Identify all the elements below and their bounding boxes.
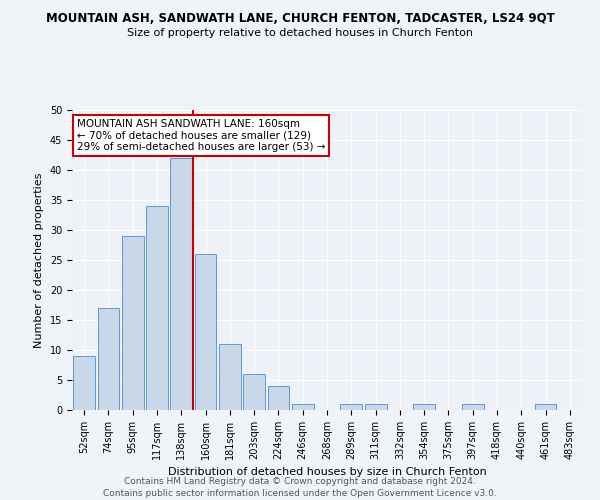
X-axis label: Distribution of detached houses by size in Church Fenton: Distribution of detached houses by size … [167, 468, 487, 477]
Bar [462, 404, 484, 410]
Text: Contains HM Land Registry data © Crown copyright and database right 2024.
Contai: Contains HM Land Registry data © Crown c… [103, 476, 497, 498]
Bar [219, 344, 241, 410]
Bar [122, 236, 143, 410]
Bar [97, 308, 119, 410]
Bar [365, 404, 386, 410]
Text: MOUNTAIN ASH, SANDWATH LANE, CHURCH FENTON, TADCASTER, LS24 9QT: MOUNTAIN ASH, SANDWATH LANE, CHURCH FENT… [46, 12, 554, 26]
Text: Size of property relative to detached houses in Church Fenton: Size of property relative to detached ho… [127, 28, 473, 38]
Bar [170, 158, 192, 410]
Bar [146, 206, 168, 410]
Bar [243, 374, 265, 410]
Bar [268, 386, 289, 410]
Bar [413, 404, 435, 410]
Bar [292, 404, 314, 410]
Text: MOUNTAIN ASH SANDWATH LANE: 160sqm
← 70% of detached houses are smaller (129)
29: MOUNTAIN ASH SANDWATH LANE: 160sqm ← 70%… [77, 119, 326, 152]
Bar [535, 404, 556, 410]
Bar [194, 254, 217, 410]
Bar [340, 404, 362, 410]
Y-axis label: Number of detached properties: Number of detached properties [34, 172, 44, 348]
Bar [73, 356, 95, 410]
